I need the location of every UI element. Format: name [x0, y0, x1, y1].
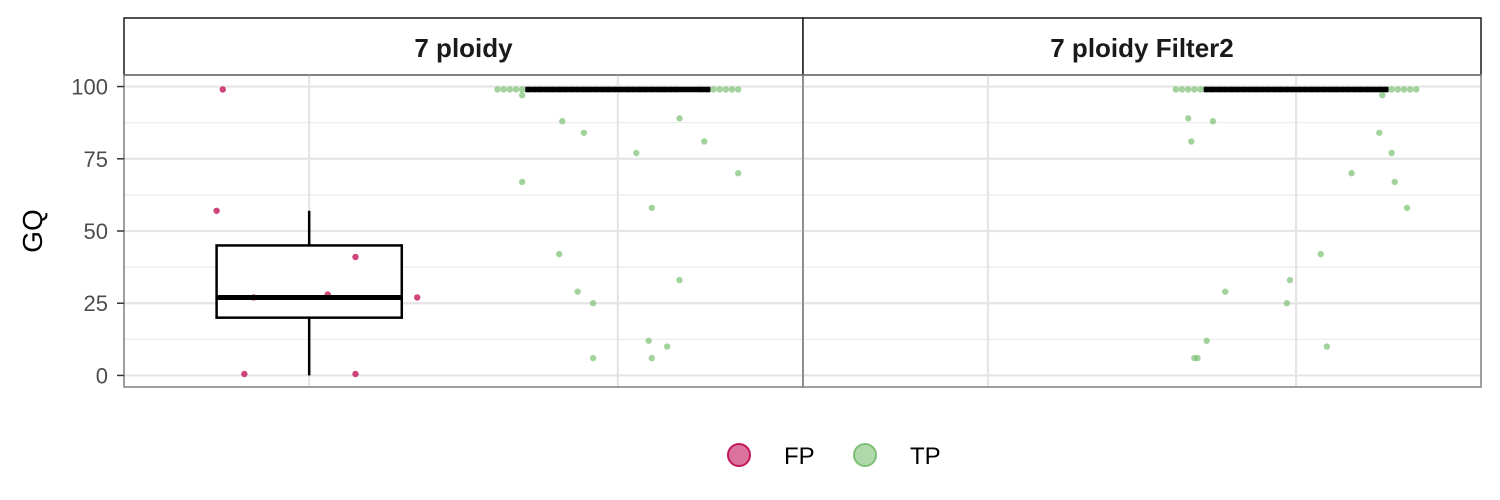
data-point-tp: [1209, 118, 1217, 125]
gridlines: [803, 75, 1481, 387]
legend-key-fp: [727, 443, 751, 467]
data-point-tp: [1191, 354, 1198, 362]
data-point-tp: [1197, 86, 1204, 93]
data-point-tp: [1376, 129, 1383, 136]
gridlines: [124, 75, 803, 387]
legend-label-tp: TP: [910, 443, 941, 470]
data-point-tp: [494, 86, 501, 93]
data-marks: [213, 86, 742, 378]
data-point-tp: [710, 86, 717, 93]
data-point-tp: [1185, 86, 1192, 93]
data-point-tp: [676, 115, 683, 122]
y-axis: 0 25 50 75 100: [71, 75, 124, 388]
data-point-tp: [589, 300, 597, 307]
data-point-tp: [518, 92, 526, 99]
facet-strip: [123, 17, 804, 76]
y-tick-label: 0: [96, 363, 108, 388]
data-point-tp: [701, 138, 708, 145]
data-point-tp: [1388, 86, 1395, 93]
y-tick-label: 50: [84, 219, 108, 244]
data-point-tp: [512, 86, 520, 93]
panel-7-ploidy: 7 ploidy: [123, 17, 804, 388]
data-point-tp: [1317, 250, 1324, 258]
data-point-tp: [1388, 149, 1395, 157]
data-point-tp: [645, 337, 652, 344]
y-tick-label: 25: [84, 291, 108, 316]
y-tick-label: 75: [84, 147, 108, 172]
data-point-tp: [506, 86, 513, 93]
data-point-tp: [555, 250, 563, 258]
data-point-fp: [352, 253, 359, 261]
data-point-tp: [1172, 86, 1180, 93]
data-point-tp: [1222, 288, 1229, 295]
data-point-tp: [518, 86, 526, 93]
data-point-tp: [1185, 115, 1192, 122]
data-point-tp: [1286, 276, 1294, 284]
facet-title: 7 ploidy: [414, 33, 513, 63]
data-point-tp: [574, 288, 581, 295]
data-point-fp: [414, 294, 421, 301]
data-point-tp: [633, 149, 640, 157]
data-point-tp: [1413, 86, 1420, 93]
data-point-tp: [1379, 92, 1386, 99]
data-point-tp: [589, 354, 597, 362]
legend-label-fp: FP: [784, 443, 815, 470]
data-point-tp: [1178, 86, 1186, 93]
data-marks: [1172, 86, 1420, 362]
data-point-tp: [648, 204, 655, 212]
data-point-fp: [352, 370, 359, 378]
data-point-tp: [1283, 300, 1291, 307]
data-point-tp: [518, 178, 526, 186]
box-iqr: [215, 244, 404, 319]
data-point-tp: [559, 118, 566, 125]
y-axis-title: GQ: [17, 209, 48, 253]
data-point-tp: [580, 129, 588, 136]
data-point-tp: [722, 86, 730, 93]
data-point-tp: [1391, 178, 1398, 186]
data-point-tp: [716, 86, 723, 93]
data-point-fp: [219, 86, 226, 93]
data-point-tp: [664, 343, 671, 350]
data-point-fp: [241, 370, 248, 378]
data-point-tp: [1188, 138, 1195, 145]
facet-title: 7 ploidy Filter2: [1050, 33, 1234, 63]
data-point-tp: [1406, 86, 1414, 93]
data-point-tp: [1394, 86, 1401, 93]
legend: FP TP: [727, 443, 941, 470]
data-point-fp: [213, 207, 220, 214]
data-point-tp: [1403, 204, 1411, 212]
data-point-tp: [1203, 337, 1210, 344]
data-point-tp: [648, 354, 655, 362]
y-tick-label: 100: [71, 75, 108, 100]
data-point-tp: [1400, 86, 1408, 93]
data-point-tp: [500, 86, 507, 93]
data-point-tp: [734, 170, 742, 177]
panel-border: [802, 74, 1482, 388]
data-point-tp: [1323, 343, 1331, 350]
data-point-tp: [1191, 86, 1198, 93]
data-point-tp: [734, 86, 742, 93]
data-point-tp: [676, 276, 683, 284]
legend-key-tp: [853, 443, 877, 467]
data-point-tp: [728, 86, 736, 93]
panel-7-ploidy-filter2: 7 ploidy Filter2: [802, 17, 1482, 388]
data-point-tp: [1348, 170, 1355, 177]
